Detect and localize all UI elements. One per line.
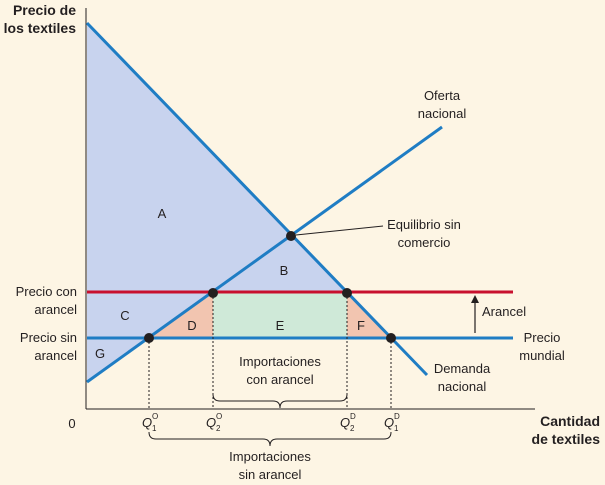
x-axis-title-line1: Cantidad <box>540 413 600 429</box>
y-axis-title-line2: los textiles <box>4 20 77 36</box>
y-axis-title-line1: Precio de <box>13 2 76 18</box>
brace-imports-without-tariff <box>148 431 392 447</box>
point-q2d <box>342 288 352 298</box>
tariff-label: Arancel <box>482 304 526 319</box>
origin-label: 0 <box>68 416 75 431</box>
supply-label-line1: Oferta <box>424 88 461 103</box>
svg-text:O: O <box>216 412 222 421</box>
world-price-label-line1: Precio <box>524 330 561 345</box>
imports-with-tariff-line2: con arancel <box>246 372 313 387</box>
equilibrium-point <box>286 231 296 241</box>
point-q1s <box>144 333 154 343</box>
tariff-revenue-e <box>213 293 347 338</box>
svg-text:Q: Q <box>142 415 152 430</box>
svg-text:D: D <box>350 412 356 421</box>
region-g-label: G <box>95 346 105 361</box>
price-without-tariff-line2: arancel <box>34 348 77 363</box>
region-c-label: C <box>120 308 129 323</box>
svg-text:1: 1 <box>152 424 157 433</box>
region-e-label: E <box>276 318 285 333</box>
demand-label-line2: nacional <box>438 379 487 394</box>
q2-supply-label: Q O 2 <box>206 412 222 433</box>
region-d-label: D <box>187 318 196 333</box>
point-q2s <box>208 288 218 298</box>
price-without-tariff-line1: Precio sin <box>20 330 77 345</box>
point-q1d <box>386 333 396 343</box>
svg-text:2: 2 <box>216 424 221 433</box>
tariff-arrowhead <box>471 295 479 303</box>
svg-text:2: 2 <box>350 424 355 433</box>
x-axis-title-line2: de textiles <box>532 431 601 447</box>
svg-text:Q: Q <box>206 415 216 430</box>
q1-demand-label: Q D 1 <box>384 412 400 433</box>
svg-text:1: 1 <box>394 424 399 433</box>
svg-text:O: O <box>152 412 158 421</box>
svg-text:D: D <box>394 412 400 421</box>
imports-without-tariff-line1: Importaciones <box>229 449 311 464</box>
region-b-label: B <box>280 263 289 278</box>
price-with-tariff-line1: Precio con <box>16 284 77 299</box>
imports-without-tariff-line2: sin arancel <box>239 467 302 482</box>
equilibrium-label-line1: Equilibrio sin <box>387 217 461 232</box>
supply-label-line2: nacional <box>418 106 467 121</box>
svg-text:Q: Q <box>340 415 350 430</box>
q2-demand-label: Q D 2 <box>340 412 356 433</box>
equilibrium-label-line2: comercio <box>398 235 451 250</box>
svg-text:Q: Q <box>384 415 394 430</box>
region-a-label: A <box>158 206 167 221</box>
equilibrium-leader <box>295 225 384 236</box>
demand-label-line1: Demanda <box>434 361 491 376</box>
brace-imports-with-tariff <box>212 393 348 409</box>
world-price-label-line2: mundial <box>519 348 565 363</box>
price-with-tariff-line2: arancel <box>34 302 77 317</box>
region-f-label: F <box>357 318 365 333</box>
imports-with-tariff-line1: Importaciones <box>239 354 321 369</box>
q1-supply-label: Q O 1 <box>142 412 158 433</box>
domestic-demand-curve <box>85 21 429 377</box>
